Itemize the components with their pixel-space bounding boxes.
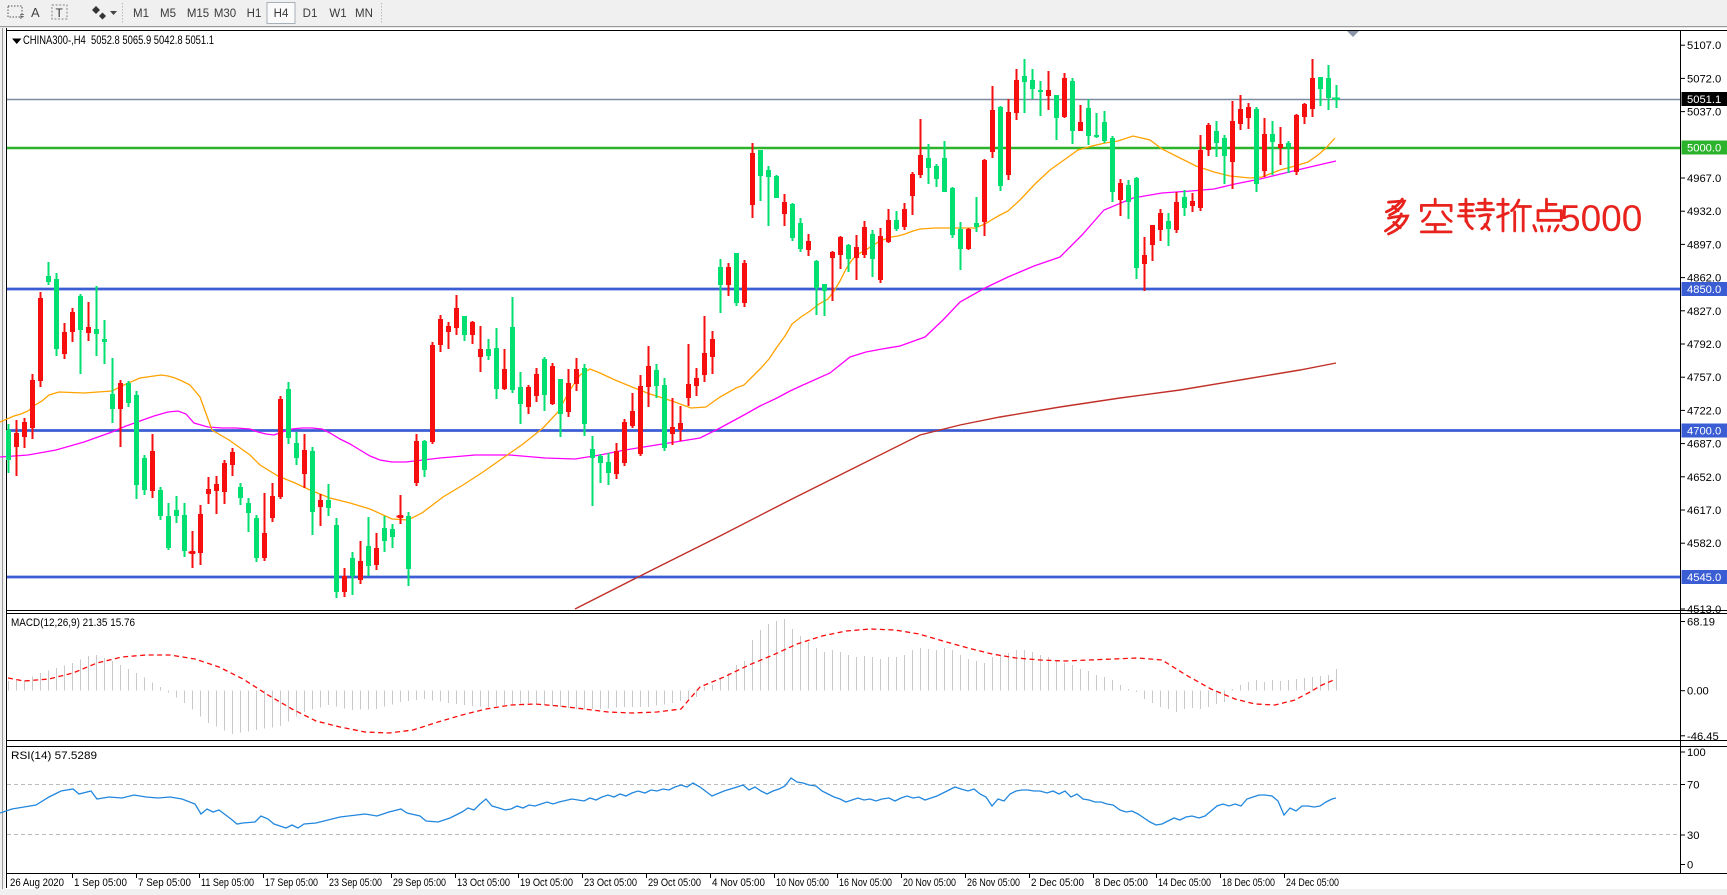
svg-text:4897.0: 4897.0 (1687, 239, 1721, 251)
svg-text:5000: 5000 (1560, 198, 1642, 239)
svg-text:2 Dec 05:00: 2 Dec 05:00 (1031, 877, 1084, 889)
svg-text:T: T (56, 6, 64, 20)
svg-text:30: 30 (1687, 830, 1699, 842)
svg-text:CHINA300-,H4 5052.8 5065.9 50: CHINA300-,H4 5052.8 5065.9 5042.8 5051.1 (23, 33, 214, 47)
svg-text:4545.0: 4545.0 (1687, 572, 1721, 584)
svg-text:4722.0: 4722.0 (1687, 405, 1721, 417)
svg-text:MN: MN (355, 8, 373, 20)
svg-text:26 Aug 2020: 26 Aug 2020 (10, 877, 64, 889)
svg-text:RSI(14) 57.5289: RSI(14) 57.5289 (11, 750, 97, 762)
svg-text:10 Nov 05:00: 10 Nov 05:00 (776, 877, 829, 889)
svg-text:13 Oct 05:00: 13 Oct 05:00 (457, 877, 510, 889)
svg-text:68.19: 68.19 (1687, 617, 1715, 629)
svg-text:4513.0: 4513.0 (1687, 604, 1721, 616)
svg-text:8 Dec 05:00: 8 Dec 05:00 (1095, 877, 1148, 889)
svg-text:29 Sep 05:00: 29 Sep 05:00 (393, 877, 446, 889)
svg-text:M30: M30 (214, 8, 236, 20)
svg-text:100: 100 (1687, 747, 1706, 759)
svg-text:4652.0: 4652.0 (1687, 472, 1721, 484)
svg-text:26 Nov 05:00: 26 Nov 05:00 (967, 877, 1020, 889)
svg-text:24 Dec 05:00: 24 Dec 05:00 (1286, 877, 1339, 889)
svg-text:M5: M5 (160, 8, 176, 20)
svg-text:4757.0: 4757.0 (1687, 372, 1721, 384)
svg-text:4862.0: 4862.0 (1687, 273, 1721, 285)
svg-text:17 Sep 05:00: 17 Sep 05:00 (265, 877, 318, 889)
svg-text:4792.0: 4792.0 (1687, 339, 1721, 351)
svg-text:-46.45: -46.45 (1687, 731, 1719, 743)
svg-text:H4: H4 (274, 8, 289, 20)
svg-text:D1: D1 (303, 8, 318, 20)
svg-text:4850.0: 4850.0 (1687, 284, 1721, 296)
svg-text:23 Oct 05:00: 23 Oct 05:00 (584, 877, 637, 889)
svg-text:4932.0: 4932.0 (1687, 206, 1721, 218)
svg-text:7 Sep 05:00: 7 Sep 05:00 (138, 877, 191, 889)
svg-text:4967.0: 4967.0 (1687, 173, 1721, 185)
svg-text:19 Oct 05:00: 19 Oct 05:00 (520, 877, 573, 889)
svg-text:0: 0 (1687, 860, 1693, 872)
svg-text:5051.1: 5051.1 (1687, 94, 1721, 106)
svg-text:H1: H1 (247, 8, 262, 20)
svg-text:5037.0: 5037.0 (1687, 107, 1721, 119)
svg-text:1 Sep 05:00: 1 Sep 05:00 (74, 877, 127, 889)
svg-text:70: 70 (1687, 780, 1699, 792)
svg-text:11 Sep 05:00: 11 Sep 05:00 (201, 877, 254, 889)
svg-text:F: F (20, 14, 24, 21)
svg-text:29 Oct 05:00: 29 Oct 05:00 (648, 877, 701, 889)
svg-text:MACD(12,26,9) 21.35 15.76: MACD(12,26,9) 21.35 15.76 (11, 617, 135, 629)
svg-text:16 Nov 05:00: 16 Nov 05:00 (839, 877, 892, 889)
svg-text:23 Sep 05:00: 23 Sep 05:00 (329, 877, 382, 889)
svg-text:M15: M15 (187, 8, 209, 20)
svg-text:W1: W1 (329, 8, 346, 20)
svg-text:0.00: 0.00 (1687, 686, 1709, 698)
svg-text:20 Nov 05:00: 20 Nov 05:00 (903, 877, 956, 889)
svg-text:4700.0: 4700.0 (1687, 426, 1721, 438)
svg-text:A: A (31, 5, 40, 20)
svg-text:18 Dec 05:00: 18 Dec 05:00 (1222, 877, 1275, 889)
svg-text:5072.0: 5072.0 (1687, 73, 1721, 85)
svg-text:4582.0: 4582.0 (1687, 538, 1721, 550)
svg-text:4827.0: 4827.0 (1687, 306, 1721, 318)
svg-text:M1: M1 (133, 8, 149, 20)
svg-text:14 Dec 05:00: 14 Dec 05:00 (1158, 877, 1211, 889)
svg-text:5000.0: 5000.0 (1687, 143, 1721, 155)
svg-text:4687.0: 4687.0 (1687, 439, 1721, 451)
svg-text:5107.0: 5107.0 (1687, 40, 1721, 52)
svg-text:4 Nov 05:00: 4 Nov 05:00 (712, 877, 765, 889)
svg-text:4617.0: 4617.0 (1687, 505, 1721, 517)
